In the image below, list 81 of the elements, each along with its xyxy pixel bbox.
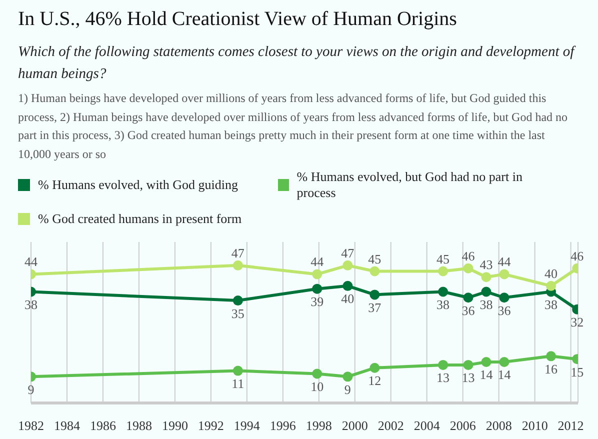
data-label: 36 <box>462 302 476 318</box>
data-label: 40 <box>341 291 354 306</box>
point <box>438 266 448 276</box>
point <box>232 296 243 306</box>
x-tick-label: 2008 <box>486 418 512 434</box>
x-tick-label: 2006 <box>450 418 476 434</box>
point <box>546 351 556 362</box>
point <box>499 357 510 368</box>
data-label: 46 <box>570 248 584 264</box>
data-label: 38 <box>436 296 450 312</box>
x-tick-label: 2010 <box>522 418 548 434</box>
data-label: 16 <box>544 361 558 376</box>
data-label: 35 <box>231 306 244 321</box>
data-label: 44 <box>310 254 324 270</box>
x-tick-label: 1984 <box>54 418 80 434</box>
point <box>438 286 448 297</box>
data-label: 38 <box>544 296 558 312</box>
point <box>481 357 492 368</box>
point <box>312 269 322 280</box>
x-tick-label: 2012 <box>558 418 584 434</box>
point <box>312 284 322 294</box>
point <box>481 272 492 282</box>
legend-label: % God created humans in present form <box>38 211 242 227</box>
point <box>438 360 448 370</box>
point <box>463 263 474 274</box>
chart-subtitle: Which of the following statements comes closest to your views on the origin and development of human beings? <box>18 43 577 84</box>
data-label: 39 <box>310 294 324 310</box>
data-label: 46 <box>462 248 476 264</box>
point <box>463 360 474 370</box>
x-tick-label: 1988 <box>126 418 152 434</box>
data-label: 37 <box>368 300 382 315</box>
point <box>312 368 322 379</box>
point <box>481 286 492 297</box>
data-label: 36 <box>498 302 512 318</box>
data-label: 38 <box>24 296 38 312</box>
x-tick-label: 1998 <box>306 418 332 434</box>
x-tick-label: 1990 <box>162 418 188 434</box>
point <box>342 280 353 291</box>
data-label: 12 <box>368 373 382 388</box>
legend-label: % Humans evolved, with God guiding <box>38 177 238 193</box>
x-tick-label: 1982 <box>18 418 44 434</box>
point <box>232 366 243 376</box>
data-label: 11 <box>232 376 244 392</box>
data-label: 15 <box>570 364 584 380</box>
data-label: 10 <box>310 378 324 394</box>
x-tick-label: 1996 <box>270 418 296 434</box>
x-tick-label: 2000 <box>342 418 368 434</box>
data-label: 44 <box>498 254 512 270</box>
point <box>370 266 380 276</box>
x-tick-label: 1992 <box>198 418 224 434</box>
point <box>370 290 380 300</box>
x-tick-label: 2004 <box>414 418 440 434</box>
point <box>342 372 353 382</box>
text: 1) Human beings have developed over millions of years from less advanced forms of life, but God guided this process, 2) Human beings have developed over millions of years from less advanced forms of life, but God had no part in this process, 3) God created human beings pretty much in their present form at one time within the last 10,000 years or so <box>18 90 569 163</box>
legend-label: % Humans evolved, but God had no part in process <box>296 169 524 201</box>
x-tick-label: 1986 <box>90 418 116 434</box>
data-label: 38 <box>480 296 493 312</box>
data-label: 44 <box>24 254 38 270</box>
chart-title: In U.S., 46% Hold Creationist View of Human Origins <box>18 8 458 31</box>
data-label: 40 <box>544 266 558 281</box>
data-label: 43 <box>480 257 493 272</box>
data-label: 45 <box>436 251 450 266</box>
point <box>463 292 474 303</box>
data-label: 32 <box>570 314 584 330</box>
data-label: 45 <box>368 251 382 266</box>
data-label: 13 <box>436 370 450 386</box>
data-label: 47 <box>231 245 245 260</box>
point <box>546 280 556 291</box>
x-tick-label: 2002 <box>378 418 404 434</box>
data-label: 9 <box>344 382 351 397</box>
data-label: 13 <box>462 370 475 386</box>
data-label: 14 <box>498 367 512 382</box>
point <box>370 362 380 373</box>
data-label: 9 <box>28 382 34 397</box>
data-label: 14 <box>480 367 494 382</box>
point <box>499 292 510 303</box>
x-tick-label: 1994 <box>234 418 260 434</box>
point <box>232 260 243 270</box>
point <box>499 269 510 280</box>
data-label: 47 <box>341 245 355 260</box>
point <box>342 260 353 270</box>
